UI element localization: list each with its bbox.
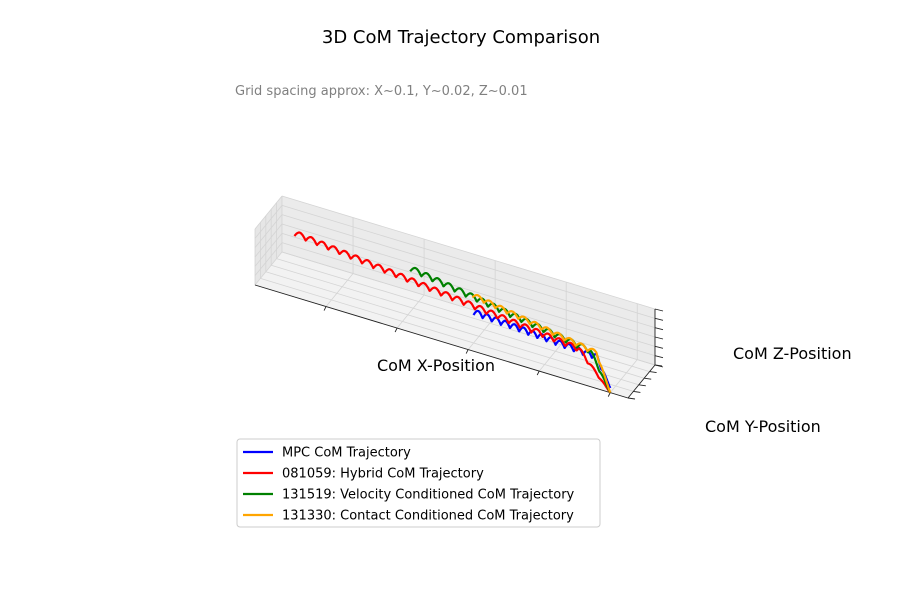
grid-line-y-floor [260,278,634,392]
z-axis-label: CoM Z-Position [733,344,852,363]
floor-pane [255,252,655,398]
z-tick [654,345,664,349]
grid-line-z-side [254,223,283,258]
axis-ticks [254,284,664,400]
chart-title: 3D CoM Trajectory Comparison [322,27,600,48]
grid-line-x-floor [396,294,425,329]
grid-line-z-side [254,251,283,286]
grid-line-z-side [254,242,283,276]
z-tick [654,308,664,312]
series-line-2 [293,231,612,394]
x-axis-line [254,284,629,399]
grid-line-y-floor [271,264,645,379]
grid-line-x-floor [325,273,354,307]
legend-label-3: 131519: Velocity Conditioned CoM Traject… [282,488,575,503]
grid-line-z-back [281,204,656,319]
grid-line-z-back [281,214,656,329]
y-axis-label: CoM Y-Position [705,417,821,436]
grid-line-x-floor [467,316,496,350]
grid-line-z-back [281,232,656,347]
grid-line-z-back [281,223,656,338]
x-tick [394,327,398,333]
z-tick [654,364,664,368]
y-axis-line [627,364,656,399]
x-tick [323,306,327,311]
y-tick [644,377,652,380]
x-tick [536,370,540,376]
grid-line-z-back [281,195,656,310]
grid-line-z-back [281,251,656,366]
y-tick [627,397,636,400]
z-tick [654,317,664,321]
x-tick [607,392,611,397]
series-line-3 [409,266,612,394]
grid-spacing-note: Grid spacing approx: X~0.1, Y~0.02, Z~0.… [235,84,528,99]
y-tick [638,384,646,387]
series-line-4 [471,294,612,393]
legend-label-1: MPC CoM Trajectory [282,446,411,461]
axes-3d [254,195,664,400]
x-axis-label: CoM X-Position [377,356,495,375]
grid-line-z-side [254,233,283,267]
legend: MPC CoM Trajectory 081059: Hybrid CoM Tra… [236,438,601,528]
legend-label-4: 131330: Contact Conditioned CoM Trajecto… [282,509,574,524]
grid-line-y-floor [265,271,639,386]
grid-line-x-floor [609,359,638,393]
grid-line-z-back [281,242,656,357]
grid-line-z-side [254,205,283,239]
legend-box [236,438,601,528]
z-tick [654,336,664,340]
y-tick [633,390,641,393]
x-tick [465,349,469,354]
z-tick [654,355,664,359]
y-tick [649,371,657,374]
legend-label-2: 081059: Hybrid CoM Trajectory [282,467,484,482]
grid-line-z-side [254,195,283,230]
grid-line-z-side [254,214,283,248]
series-lines [293,231,612,394]
z-tick [654,327,664,331]
